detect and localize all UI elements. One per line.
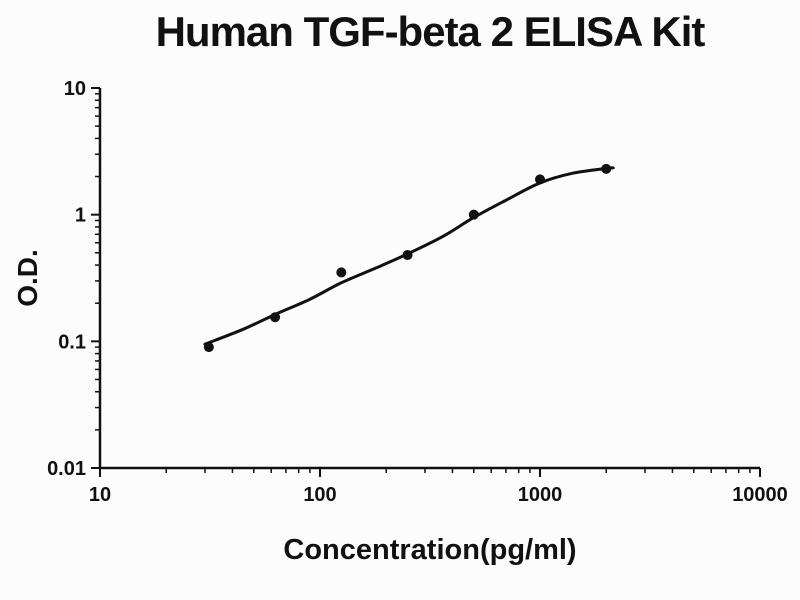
y-tick-label: 10 [64, 78, 86, 100]
chart-title: Human TGF-beta 2 ELISA Kit [155, 8, 706, 55]
y-tick-label: 0.01 [47, 458, 86, 480]
x-axis-label: Concentration(pg/ml) [283, 534, 577, 566]
axis-lines [98, 88, 760, 470]
x-tick-label: 1000 [518, 484, 563, 506]
x-tick-label: 10000 [732, 484, 788, 506]
y-tick-label: 1 [75, 205, 86, 227]
x-tick-label: 100 [303, 484, 336, 506]
data-point [270, 312, 281, 323]
data-point [535, 174, 545, 185]
data-point [601, 163, 612, 174]
x-tick-label: 10 [89, 484, 111, 506]
y-tick-label: 0.1 [58, 331, 86, 353]
data-point [468, 209, 479, 220]
data-point [336, 267, 347, 278]
data-point [203, 342, 214, 353]
data-point [402, 250, 413, 261]
